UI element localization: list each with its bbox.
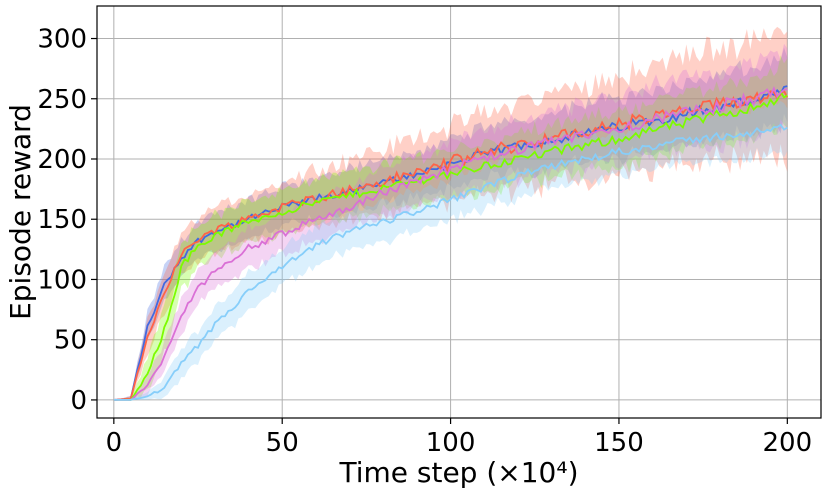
y-tick-label: 200 — [37, 145, 87, 175]
series-4-line — [113, 123, 788, 401]
y-tick-label: 150 — [37, 205, 87, 235]
x-tick-label: 200 — [763, 428, 813, 458]
series-3-line — [113, 86, 788, 401]
y-axis-label: Episode reward — [4, 104, 37, 320]
y-tick-label: 50 — [54, 326, 87, 356]
series-1-line — [113, 89, 789, 401]
series-lines — [113, 85, 789, 401]
x-tick-label: 50 — [266, 428, 299, 458]
y-tick-label: 100 — [37, 265, 87, 295]
x-tick-label: 100 — [426, 428, 476, 458]
grid — [97, 6, 821, 418]
y-tick-label: 0 — [70, 386, 87, 416]
x-axis-label: Time step (×10⁴) — [338, 456, 578, 489]
x-tick-label: 0 — [106, 428, 123, 458]
series-2-band — [113, 55, 788, 400]
y-tick-label: 250 — [37, 85, 87, 115]
axis-ticks: 0 50 100 150 200 0 50 100 150 200 250 300 — [37, 25, 812, 458]
x-tick-label: 150 — [594, 428, 644, 458]
series-4-band — [113, 101, 788, 400]
series-2-line — [113, 89, 788, 401]
series-0-band — [113, 47, 788, 400]
plot-frame — [96, 5, 822, 419]
y-tick-label: 300 — [37, 25, 87, 55]
